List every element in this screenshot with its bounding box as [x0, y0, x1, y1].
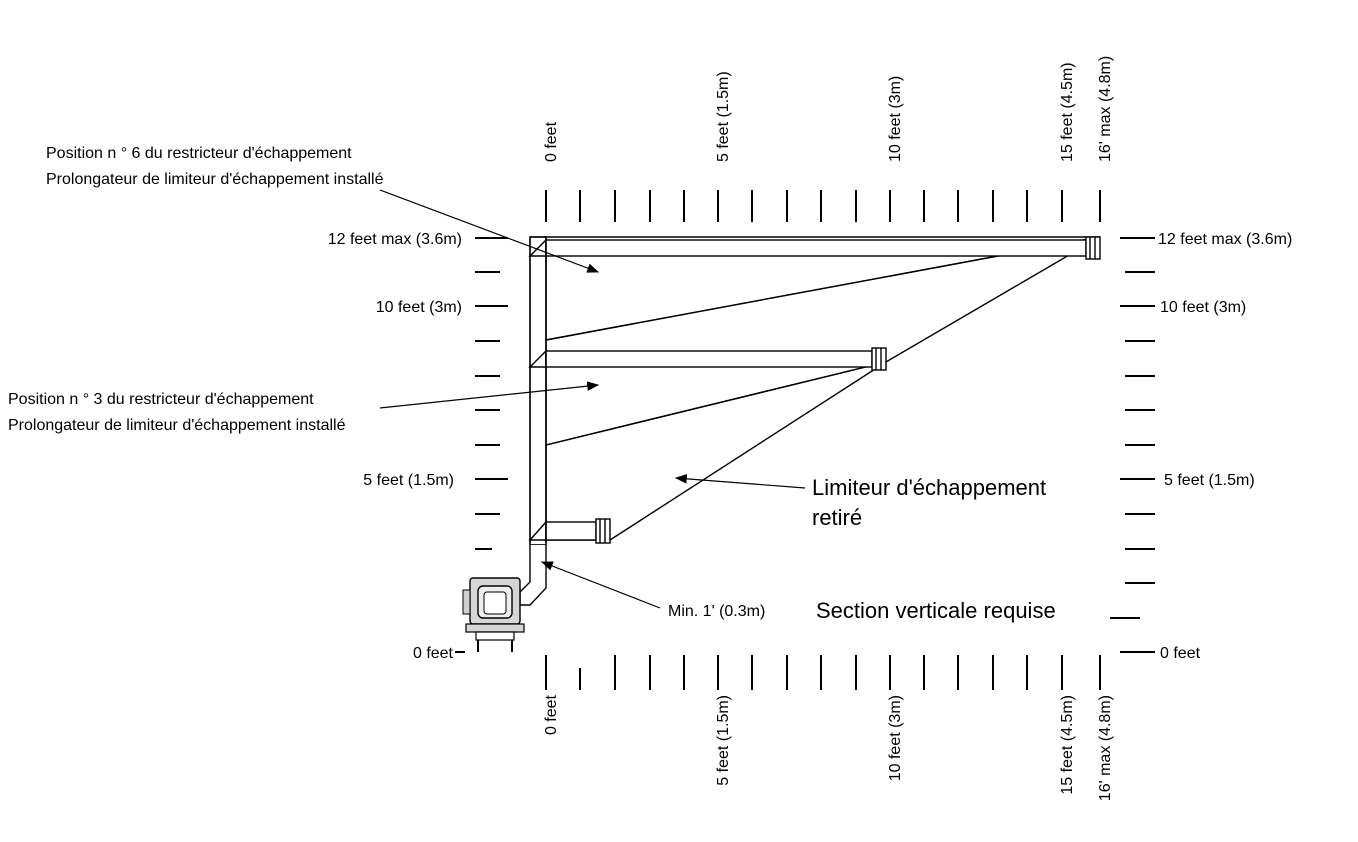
top-label-15ft: 15 feet (4.5m)	[1059, 62, 1076, 162]
left-axis-ticks	[455, 237, 508, 653]
stove-connector-pipe	[519, 545, 547, 606]
left-label-10ft: 10 feet (3m)	[376, 299, 462, 316]
callout-position-3: Position n ° 3 du restricteur d'échappem…	[8, 381, 600, 434]
limiter-removed-line2: retiré	[812, 505, 862, 530]
callout-min-vertical: Min. 1' (0.3m) Section verticale requise	[540, 561, 1056, 623]
left-label-0ft: 0 feet	[413, 645, 454, 662]
right-label-5ft: 5 feet (1.5m)	[1164, 472, 1255, 489]
top-axis-ticks	[545, 190, 1101, 222]
position3-line2: Prolongateur de limiteur d'échappement i…	[8, 417, 346, 434]
section-required-label: Section verticale requise	[816, 598, 1056, 623]
right-axis-ticks	[1110, 237, 1155, 653]
bottom-label-16ft-max: 16' max (4.8m)	[1097, 695, 1114, 801]
limiter-removed-line1: Limiteur d'échappement	[812, 475, 1046, 500]
position3-line1: Position n ° 3 du restricteur d'échappem…	[8, 391, 314, 408]
callout-limiter-removed: Limiteur d'échappement retiré	[674, 474, 1046, 530]
left-label-12ft-max: 12 feet max (3.6m)	[328, 231, 462, 248]
horizontal-pipe-10ft	[545, 350, 873, 368]
right-label-0ft: 0 feet	[1160, 645, 1201, 662]
vent-pipes	[519, 236, 1101, 606]
bottom-label-10ft: 10 feet (3m)	[887, 695, 904, 781]
position6-line1: Position n ° 6 du restricteur d'échappem…	[46, 145, 352, 162]
bottom-label-15ft: 15 feet (4.5m)	[1059, 695, 1076, 795]
horizontal-pipe-16ft	[545, 239, 1087, 257]
top-axis-labels: 0 feet 5 feet (1.5m) 10 feet (3m) 15 fee…	[543, 56, 1114, 162]
top-label-10ft: 10 feet (3m)	[887, 76, 904, 162]
left-axis-labels: 12 feet max (3.6m) 10 feet (3m) 5 feet (…	[328, 231, 462, 662]
top-label-5ft: 5 feet (1.5m)	[715, 71, 732, 162]
bottom-axis-ticks	[545, 655, 1101, 690]
right-label-10ft: 10 feet (3m)	[1160, 299, 1246, 316]
bottom-label-5ft: 5 feet (1.5m)	[715, 695, 732, 786]
stove-icon	[462, 577, 525, 652]
bottom-label-0ft: 0 feet	[543, 694, 560, 735]
right-axis-labels: 12 feet max (3.6m) 10 feet (3m) 5 feet (…	[1158, 231, 1292, 662]
bottom-axis-labels: 0 feet 5 feet (1.5m) 10 feet (3m) 15 fee…	[543, 694, 1114, 801]
right-label-12ft-max: 12 feet max (3.6m)	[1158, 231, 1292, 248]
termination-cap-top	[1085, 236, 1101, 260]
termination-cap-bottom	[595, 518, 611, 544]
top-label-0ft: 0 feet	[543, 121, 560, 162]
left-label-5ft: 5 feet (1.5m)	[363, 472, 454, 489]
horizontal-pipe-short	[545, 521, 597, 541]
min-vertical-label: Min. 1' (0.3m)	[668, 603, 765, 620]
top-label-16ft-max: 16' max (4.8m)	[1097, 56, 1114, 162]
termination-cap-middle	[871, 347, 887, 371]
position-3-zone	[545, 236, 1101, 446]
callout-position-6: Position n ° 6 du restricteur d'échappem…	[46, 145, 600, 273]
position6-line2: Prolongateur de limiteur d'échappement i…	[46, 171, 384, 188]
